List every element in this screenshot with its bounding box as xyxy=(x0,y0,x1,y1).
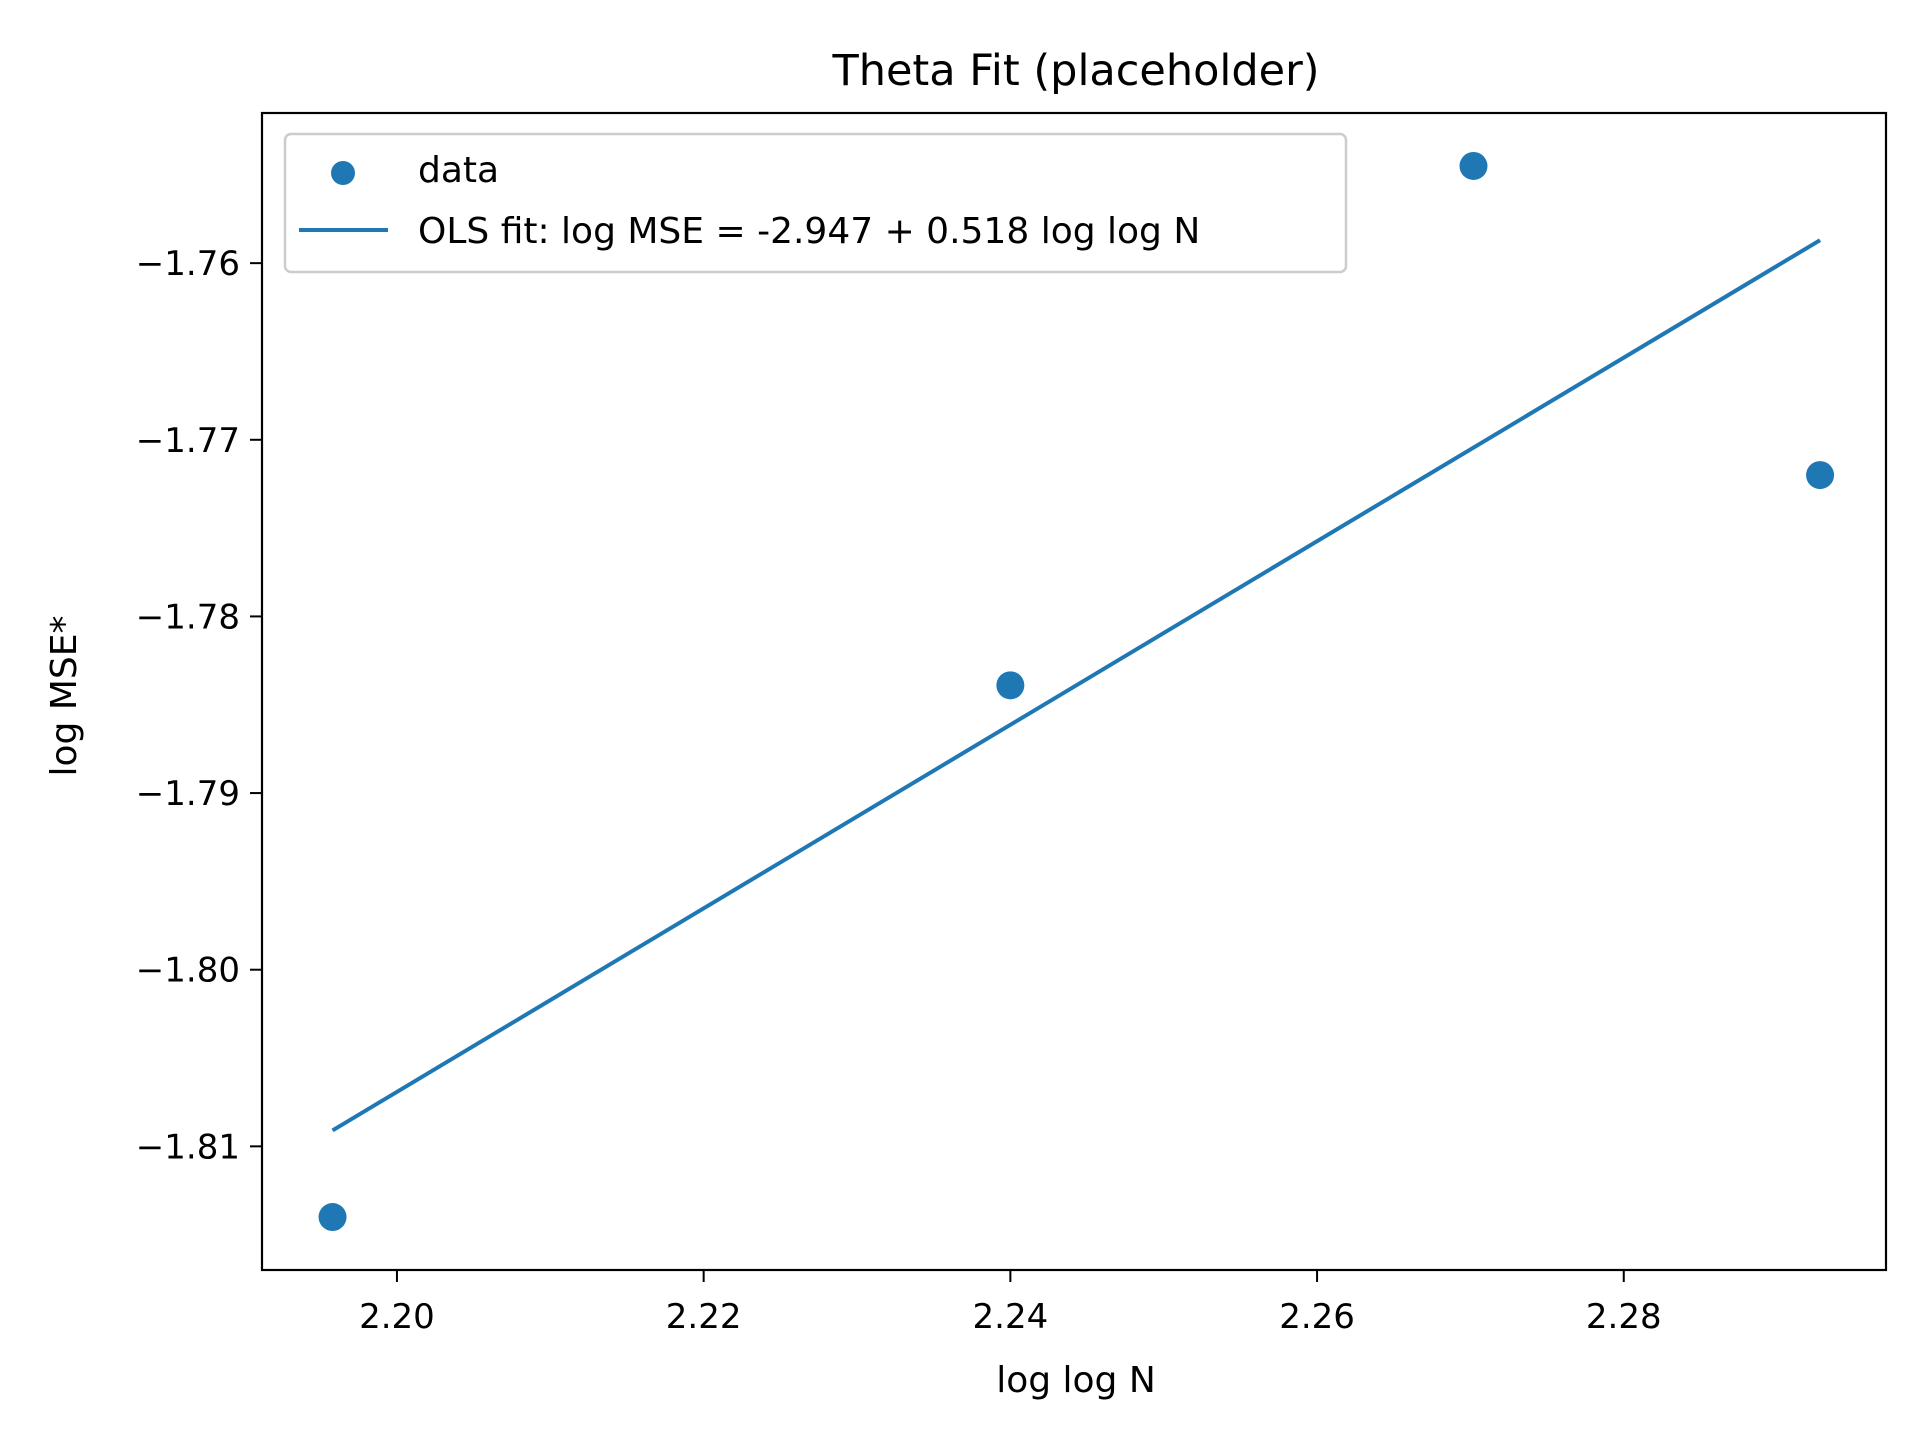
x-tick-label-5: 2.28 xyxy=(1586,1297,1662,1337)
y-tick-label-4: −1.79 xyxy=(136,774,240,814)
y-tick-label-5: −1.80 xyxy=(136,951,240,991)
legend-marker-data xyxy=(331,161,355,185)
legend-box xyxy=(283,132,1348,274)
x-tick-label-1: 2.20 xyxy=(359,1297,435,1337)
data-point-2 xyxy=(996,671,1025,700)
legend-label-data: data xyxy=(418,150,499,191)
plot-area: 2.20 2.22 2.24 2.26 2.28 −1.76 −1.77 −1.78 −1.79… xyxy=(136,111,1888,1337)
y-tick-label-6: −1.81 xyxy=(136,1127,240,1167)
x-tick-label-4: 2.26 xyxy=(1279,1297,1355,1337)
x-axis-label: log log N xyxy=(996,1360,1156,1401)
y-axis-label: log MSE* xyxy=(44,616,85,777)
data-point-4 xyxy=(1806,461,1835,490)
fit-line xyxy=(331,238,1822,1133)
y-tick-label-3: −1.78 xyxy=(136,597,240,637)
x-tick-label-2: 2.22 xyxy=(666,1297,742,1337)
y-tick-label-2: −1.77 xyxy=(136,421,240,461)
x-tick-label-3: 2.24 xyxy=(973,1297,1049,1337)
legend: data OLS fit: log MSE = -2.947 + 0.518 l… xyxy=(283,132,1348,274)
data-point-1 xyxy=(318,1203,347,1232)
data-point-3 xyxy=(1459,151,1488,180)
y-tick-label-1: −1.76 xyxy=(136,244,240,284)
chart-title: Theta Fit (placeholder) xyxy=(831,46,1319,96)
legend-label-fit: OLS fit: log MSE = -2.947 + 0.518 log lo… xyxy=(418,211,1200,252)
plot-frame xyxy=(260,111,1888,1272)
